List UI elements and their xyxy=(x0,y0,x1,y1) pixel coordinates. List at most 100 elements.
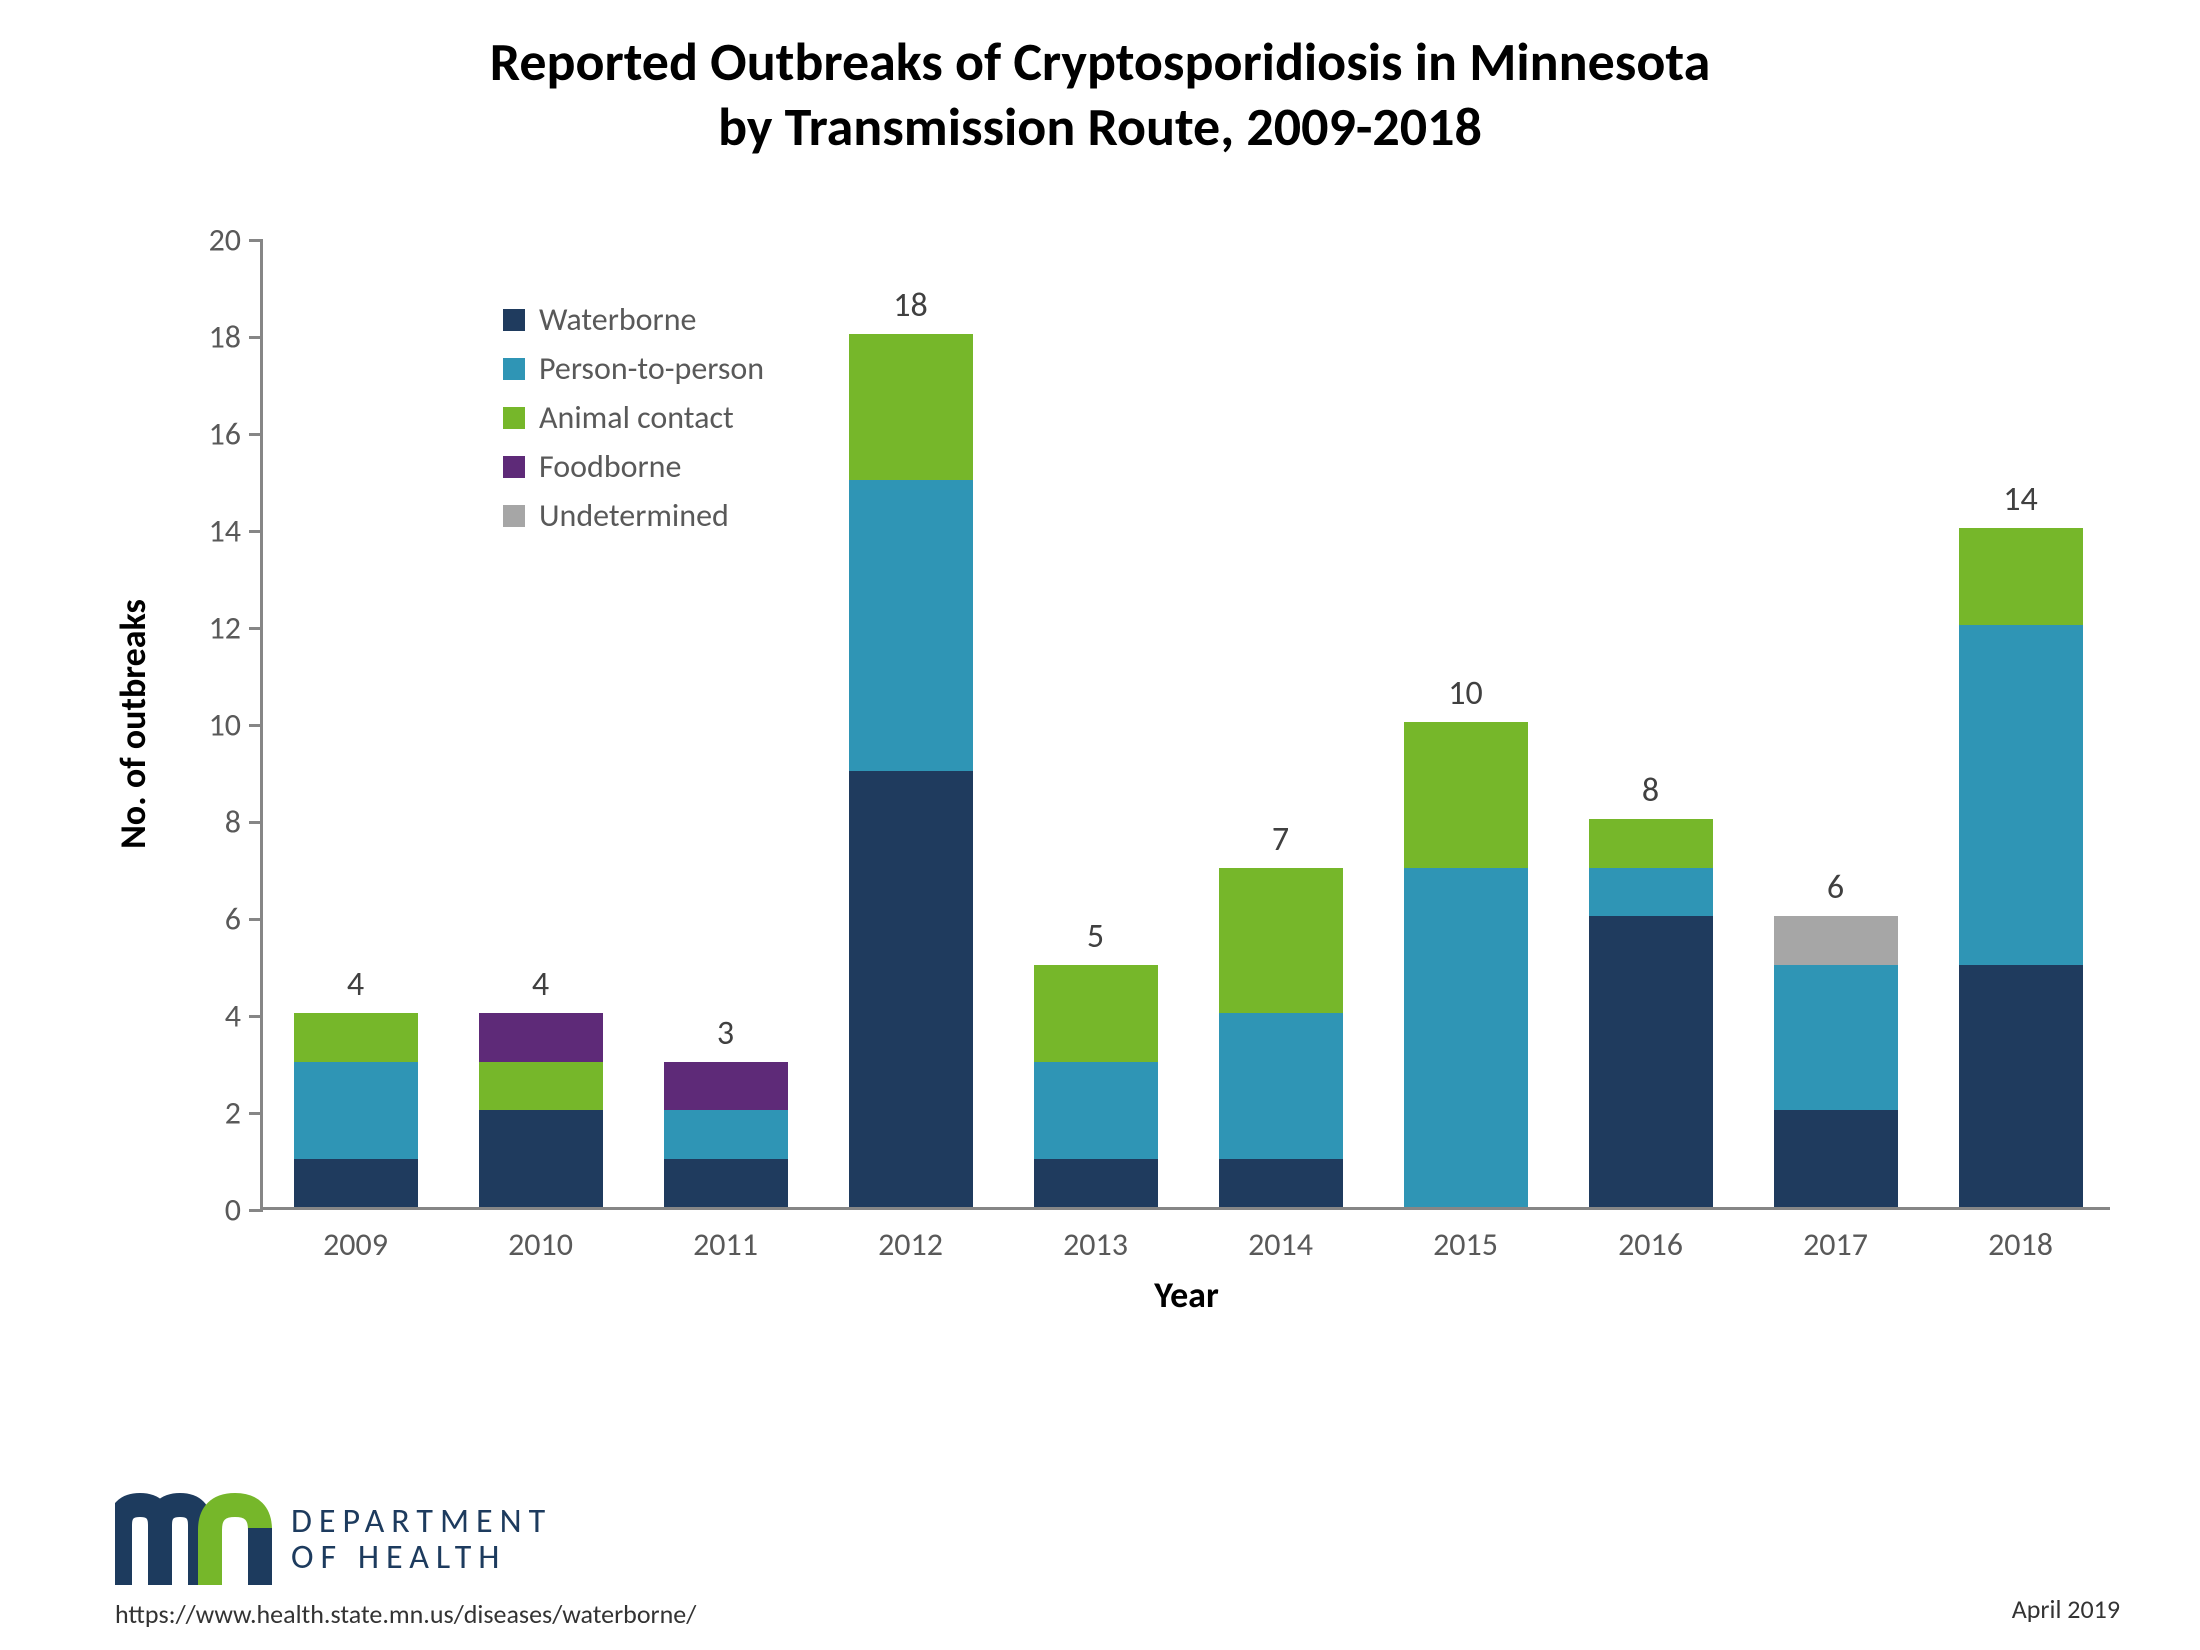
bar-group: 14 xyxy=(1959,528,2083,1207)
bar-segment xyxy=(1959,965,2083,1208)
legend-item: Waterborne xyxy=(503,300,764,339)
x-tick-label: 2018 xyxy=(1988,1207,2053,1264)
source-url: https://www.health.state.mn.us/diseases/… xyxy=(115,1598,696,1630)
bar-segment xyxy=(1034,1159,1158,1208)
legend-item: Person-to-person xyxy=(503,349,764,388)
bar-group: 18 xyxy=(849,334,973,1207)
y-tick-label: 18 xyxy=(209,318,263,357)
bar-segment xyxy=(849,480,973,771)
bar-total-label: 3 xyxy=(717,1013,734,1062)
x-tick-label: 2011 xyxy=(693,1207,758,1264)
logo-text-line2: OF HEALTH xyxy=(291,1540,552,1576)
legend-swatch xyxy=(503,358,525,380)
plot-area: No. of outbreaks Year WaterbornePerson-t… xyxy=(260,240,2110,1210)
bar-group: 10 xyxy=(1404,722,1528,1207)
bar-total-label: 18 xyxy=(893,285,927,334)
x-tick-label: 2014 xyxy=(1248,1207,1313,1264)
x-tick-label: 2009 xyxy=(323,1207,388,1264)
y-tick-label: 6 xyxy=(225,900,263,939)
y-tick-label: 12 xyxy=(209,609,263,648)
logo-text-line1: DEPARTMENT xyxy=(291,1504,552,1540)
bar-total-label: 10 xyxy=(1448,673,1482,722)
bar-segment xyxy=(1034,965,1158,1062)
x-tick-label: 2015 xyxy=(1433,1207,1498,1264)
bar-segment xyxy=(1959,625,2083,965)
bar-segment xyxy=(1959,528,2083,625)
bar-segment xyxy=(1219,1013,1343,1159)
bar-segment xyxy=(1589,819,1713,868)
y-axis-label: No. of outbreaks xyxy=(111,599,155,849)
bar-segment xyxy=(849,334,973,480)
bar-segment xyxy=(1774,965,1898,1111)
chart-container: No. of outbreaks Year Waterborne Person-t… xyxy=(110,220,2130,1350)
bar-segment xyxy=(294,1013,418,1062)
x-axis-label: Year xyxy=(1154,1207,1219,1317)
legend-label: Undetermined xyxy=(539,496,729,535)
y-tick-label: 0 xyxy=(225,1191,263,1230)
bar-segment xyxy=(664,1159,788,1208)
legend: Waterborne Person-to-person Animal contact… xyxy=(503,300,764,545)
bar-segment xyxy=(1219,868,1343,1014)
legend-swatch xyxy=(503,505,525,527)
bar-segment xyxy=(664,1110,788,1159)
bar-segment xyxy=(1774,1110,1898,1207)
bar-group: 6 xyxy=(1774,916,1898,1207)
legend-label: Animal contact xyxy=(539,398,734,437)
bar-segment xyxy=(479,1062,603,1111)
date-stamp: April 2019 xyxy=(2012,1593,2120,1625)
bar-group: 4 xyxy=(294,1013,418,1207)
y-tick-label: 4 xyxy=(225,997,263,1036)
bar-group: 8 xyxy=(1589,819,1713,1207)
bar-segment xyxy=(1589,868,1713,917)
y-tick-label: 10 xyxy=(209,706,263,745)
bar-segment xyxy=(294,1062,418,1159)
chart-title: Reported Outbreaks of Cryptosporidiosis … xyxy=(0,0,2200,170)
y-tick-label: 8 xyxy=(225,803,263,842)
bar-segment xyxy=(849,771,973,1208)
footer: DEPARTMENT OF HEALTH xyxy=(115,1490,552,1590)
bar-segment xyxy=(1034,1062,1158,1159)
logo-mark xyxy=(115,1490,275,1590)
bar-segment xyxy=(1774,916,1898,965)
title-line-2: by Transmission Route, 2009-2018 xyxy=(80,95,2120,160)
logo-text: DEPARTMENT OF HEALTH xyxy=(291,1504,552,1575)
bar-total-label: 7 xyxy=(1272,819,1289,868)
bar-segment xyxy=(294,1159,418,1208)
legend-item: Animal contact xyxy=(503,398,764,437)
x-tick-label: 2010 xyxy=(508,1207,573,1264)
bar-group: 5 xyxy=(1034,965,1158,1208)
x-tick-label: 2013 xyxy=(1063,1207,1128,1264)
legend-item: Undetermined xyxy=(503,496,764,535)
legend-swatch xyxy=(503,456,525,478)
legend-label: Foodborne xyxy=(539,447,681,486)
y-tick-label: 2 xyxy=(225,1094,263,1133)
y-tick-label: 16 xyxy=(209,415,263,454)
x-tick-label: 2016 xyxy=(1618,1207,1683,1264)
bar-total-label: 5 xyxy=(1087,916,1104,965)
bar-group: 3 xyxy=(664,1062,788,1208)
bar-total-label: 4 xyxy=(532,964,549,1013)
bar-segment xyxy=(1219,1159,1343,1208)
legend-swatch xyxy=(503,309,525,331)
y-tick-label: 14 xyxy=(209,512,263,551)
bar-segment xyxy=(479,1013,603,1062)
bar-segment xyxy=(479,1110,603,1207)
bar-segment xyxy=(664,1062,788,1111)
legend-label: Waterborne xyxy=(539,300,696,339)
bar-group: 4 xyxy=(479,1013,603,1207)
legend-swatch xyxy=(503,407,525,429)
bar-total-label: 4 xyxy=(347,964,364,1013)
bar-group: 7 xyxy=(1219,868,1343,1208)
bar-total-label: 8 xyxy=(1642,770,1659,819)
y-tick-label: 20 xyxy=(209,221,263,260)
bar-total-label: 6 xyxy=(1827,867,1844,916)
legend-item: Foodborne xyxy=(503,447,764,486)
x-tick-label: 2017 xyxy=(1803,1207,1868,1264)
bar-total-label: 14 xyxy=(2003,479,2037,528)
bar-segment xyxy=(1404,722,1528,868)
bar-segment xyxy=(1404,868,1528,1208)
bar-segment xyxy=(1589,916,1713,1207)
title-line-1: Reported Outbreaks of Cryptosporidiosis … xyxy=(80,30,2120,95)
x-tick-label: 2012 xyxy=(878,1207,943,1264)
legend-label: Person-to-person xyxy=(539,349,764,388)
